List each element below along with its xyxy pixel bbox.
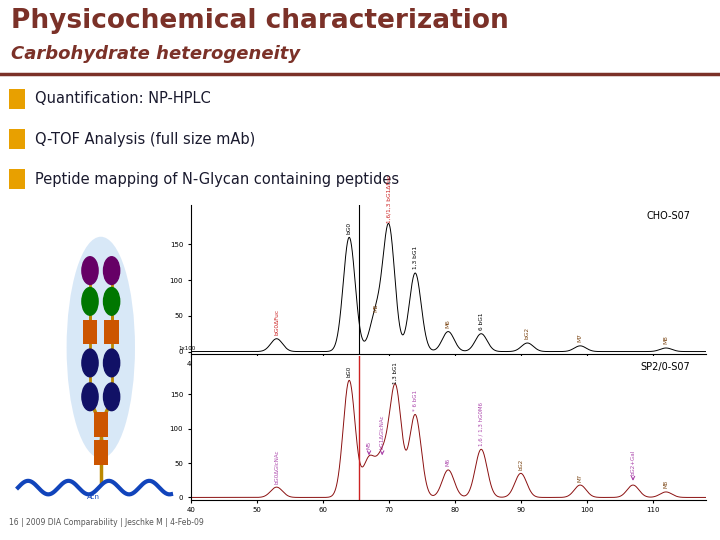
Text: bG1ΔGlcNAc: bG1ΔGlcNAc [379,415,384,449]
Text: 16 | 2009 DIA Comparability | Jeschke M | 4-Feb-09: 16 | 2009 DIA Comparability | Jeschke M … [9,518,204,528]
Text: bG2+Gal: bG2+Gal [631,449,636,475]
Text: M6: M6 [446,319,451,328]
Text: bG0ΔFuc: bG0ΔFuc [274,309,279,335]
Text: M8: M8 [664,335,668,345]
Text: SP2/0-S07: SP2/0-S07 [640,362,690,372]
Text: bG0ΔGlcNAc: bG0ΔGlcNAc [274,449,279,484]
Text: Physicochemical characterization: Physicochemical characterization [11,8,508,34]
Circle shape [104,256,120,285]
Circle shape [104,383,120,410]
Text: Peptide mapping of N-Glycan containing peptides: Peptide mapping of N-Glycan containing p… [35,172,399,187]
Text: Q-TOF Analysis (full size mAb): Q-TOF Analysis (full size mAb) [35,132,255,146]
Circle shape [104,349,120,377]
Text: M6: M6 [446,458,451,467]
Text: bG0: bG0 [347,221,351,234]
Text: M7: M7 [577,333,582,342]
Text: 6 bG1: 6 bG1 [479,313,484,330]
Bar [104,320,119,345]
Text: bG2: bG2 [525,327,530,340]
Text: 1,6 / 1,3 hG0M6: 1,6 / 1,3 hG0M6 [479,402,484,446]
Text: M8: M8 [664,481,668,489]
Bar [9,129,25,149]
Circle shape [82,383,98,410]
Circle shape [82,349,98,377]
Text: Acn: Acn [87,494,100,500]
Text: 1,3 bG1: 1,3 bG1 [413,246,418,269]
Text: Quantification: NP-HPLC: Quantification: NP-HPLC [35,91,210,106]
Text: * 6 bG1: * 6 bG1 [413,390,418,411]
Text: M5: M5 [373,303,378,312]
Text: M5: M5 [366,441,372,449]
Circle shape [82,256,98,285]
Bar [9,89,25,109]
Circle shape [104,287,120,315]
Text: Carbohydrate heterogeneity: Carbohydrate heterogeneity [11,45,300,63]
Ellipse shape [67,237,135,458]
Text: bG2: bG2 [518,458,523,470]
Bar [94,440,108,464]
Circle shape [82,287,98,315]
Text: 1,3 bG1: 1,3 bG1 [393,362,398,384]
Text: M7: M7 [577,474,582,482]
Bar [94,412,108,437]
Text: 1x100: 1x100 [178,346,195,350]
Bar [83,320,97,345]
Bar [9,170,25,189]
Text: CHO-S07: CHO-S07 [646,211,690,221]
Text: 1,6/1,3 bG1ΔFuc: 1,6/1,3 bG1ΔFuc [387,175,391,223]
Text: bG0: bG0 [347,366,351,377]
